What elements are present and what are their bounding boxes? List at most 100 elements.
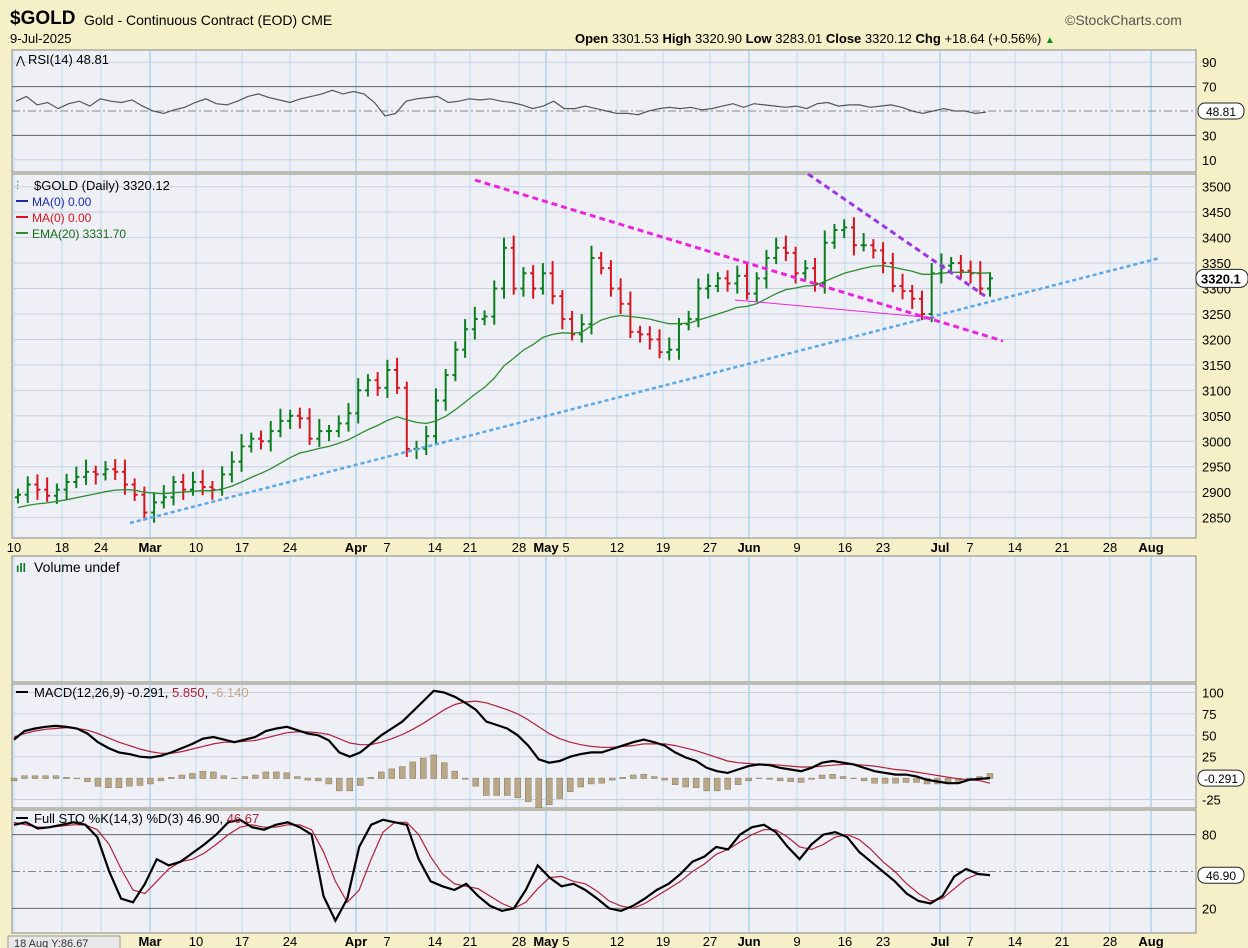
macd-title-signal: 5.850 (172, 685, 205, 700)
panel-volume (11, 555, 1197, 683)
open-label: Open (575, 31, 609, 46)
macd-histogram-bar (892, 777, 899, 784)
x-tick-label: Aug (1138, 540, 1163, 555)
macd-histogram-bar (766, 777, 773, 780)
price-tick-label: 3050 (1202, 409, 1231, 424)
low-label: Low (745, 31, 772, 46)
price-tick-label: 2850 (1202, 511, 1231, 526)
macd-last-badge (1197, 769, 1245, 787)
macd-line (13, 689, 991, 785)
macd-histogram-bar (713, 777, 721, 792)
bottom-x-tick-label: 14 (1008, 934, 1022, 948)
bottom-x-tick-label: Mar (138, 934, 161, 948)
macd-histogram-bar (818, 774, 826, 779)
macd-histogram-bar (441, 762, 448, 779)
sto-last-badge (1197, 866, 1245, 884)
macd-histogram-bar (220, 775, 228, 779)
macd-histogram-bar (629, 774, 637, 779)
bottom-x-tick-label: 14 (428, 934, 442, 948)
macd-histogram-bar (598, 777, 605, 784)
macd-histogram-bar (210, 771, 217, 779)
price-tick-label: 3400 (1202, 231, 1231, 246)
macd-histogram-bar (472, 777, 479, 787)
symbol-title: $GOLD (10, 8, 76, 29)
macd-tick-label: 25 (1202, 750, 1216, 765)
rsi-tick-label: 90 (1202, 55, 1216, 70)
macd-histogram-bar (147, 777, 154, 785)
macd-tick-label: 50 (1202, 728, 1216, 743)
rsi-tick-label: 10 (1202, 153, 1216, 168)
macd-histogram-bar (399, 766, 406, 779)
bottom-x-tick-label: May (533, 934, 559, 948)
macd-histogram-bar (420, 757, 427, 779)
macd-histogram-bar (913, 777, 920, 783)
macd-histogram-bar (451, 770, 458, 779)
macd-histogram-bar (42, 775, 49, 779)
macd-histogram-bar (871, 777, 878, 784)
macd-histogram-bar (661, 777, 668, 781)
bottom-x-tick-label: 10 (189, 934, 203, 948)
macd-histogram-bar (178, 774, 186, 779)
x-tick-label: 14 (1008, 540, 1022, 555)
price-tick-label: 2950 (1202, 460, 1231, 475)
macd-histogram-bar (640, 774, 647, 779)
macd-histogram-bar (315, 777, 322, 782)
sto-title-main: Full STO %K(14,3) %D(3) 46.90 (34, 811, 219, 826)
price-tick-label: 3100 (1202, 383, 1231, 398)
status-readout-box (7, 935, 121, 948)
macd-histogram-bar (31, 775, 39, 779)
rsi-title: RSI(14) 48.81 (28, 52, 109, 67)
volume-icon: ıll (16, 561, 26, 575)
macd-histogram-bar (881, 777, 889, 784)
price-tick-label: 3250 (1202, 307, 1231, 322)
x-tick-label: 21 (463, 540, 477, 555)
rsi-last-value: 48.81 (1206, 105, 1236, 119)
macd-histogram-bar (136, 777, 144, 786)
bottom-x-tick-label: 16 (838, 934, 852, 948)
bottom-x-tick-label: 19 (656, 934, 670, 948)
close-value: 3320.12 (864, 31, 912, 46)
macd-histogram-bar (525, 777, 532, 802)
macd-histogram-bar (556, 777, 563, 799)
copyright-icon: © (1065, 12, 1076, 28)
macd-histogram-bar (63, 777, 70, 779)
bottom-x-tick-label: 28 (1103, 934, 1117, 948)
legend-ema-label: EMA(20) 3331.70 (32, 227, 126, 241)
macd-title-hist: -6.140 (212, 685, 249, 700)
open-value: 3301.53 (611, 31, 659, 46)
macd-histogram-bar (168, 777, 175, 779)
macd-histogram-bar (577, 777, 584, 788)
macd-histogram-bar (745, 777, 752, 782)
brand-label[interactable]: ©StockCharts.com (1065, 12, 1182, 28)
x-tick-label: Jun (737, 540, 760, 555)
chart-date: 9-Jul-2025 (10, 31, 72, 46)
macd-histogram-bar (504, 777, 511, 796)
bottom-x-tick-label: 23 (876, 934, 890, 948)
x-tick-label: 17 (235, 540, 249, 555)
chg-label: Chg (915, 31, 941, 46)
macd-histogram-bar (262, 771, 270, 779)
high-label: High (662, 31, 692, 46)
macd-histogram-bar (567, 777, 574, 792)
macd-histogram-bar (430, 754, 437, 779)
macd-histogram-bar (357, 777, 364, 786)
price-tick-label: 2900 (1202, 485, 1231, 500)
macd-histogram-bar (808, 777, 815, 780)
rsi-tick-label: 30 (1202, 128, 1216, 143)
macd-histogram-bar (850, 777, 857, 779)
falling-wedge-upper-trendline (474, 178, 1004, 343)
macd-histogram-bar (588, 777, 595, 785)
wedge-hidden-helper (734, 299, 936, 319)
bottom-x-tick-label: Aug (1138, 934, 1163, 948)
macd-histogram-bar (650, 776, 658, 779)
x-tick-label: 10 (7, 540, 21, 555)
macd-histogram-bar (304, 777, 312, 781)
macd-histogram-bar (52, 775, 60, 779)
price-tick-label: 3000 (1202, 434, 1231, 449)
macd-tick-label: 100 (1202, 686, 1224, 701)
macd-histogram-bar (829, 774, 836, 779)
macd-histogram-bar (84, 777, 91, 782)
macd-histogram-bar (21, 775, 28, 779)
macd-histogram-bar (283, 772, 291, 779)
